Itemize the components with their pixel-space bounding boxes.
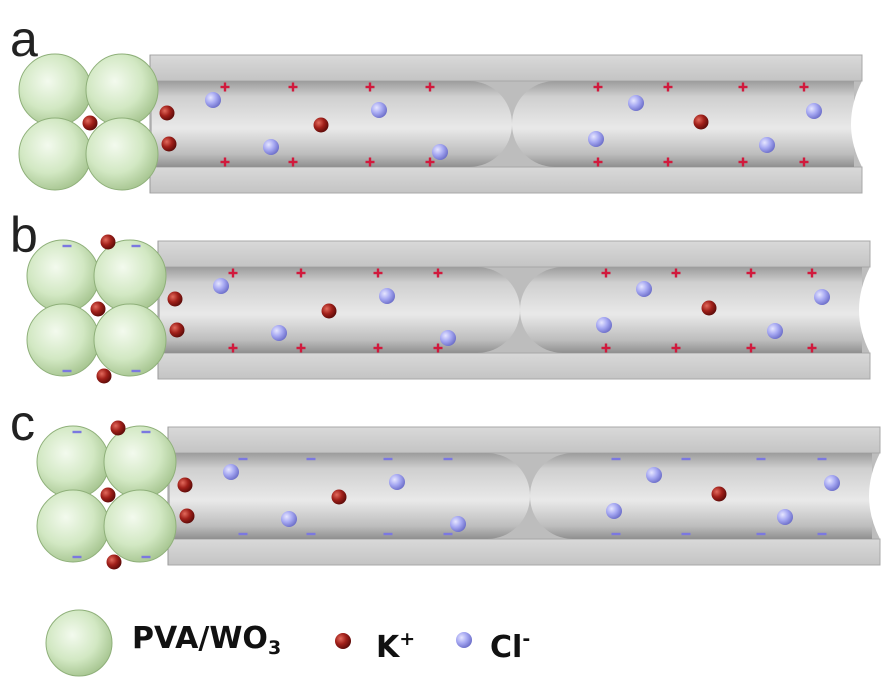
pva-wo3-particle (26, 303, 100, 377)
channel-top-wall (149, 54, 863, 82)
k-ion (110, 420, 126, 436)
legend-cation-label: K+ (376, 628, 416, 665)
pva-wo3-particle (36, 425, 110, 499)
cl-ion (223, 464, 239, 480)
cl-ion (440, 330, 456, 346)
cl-ion (824, 475, 840, 491)
channel-top-wall (157, 240, 871, 268)
cl-ion (628, 95, 644, 111)
cl-ion (606, 503, 622, 519)
legend-particle-label: PVA/WO3 (132, 621, 282, 660)
cl-ion (636, 281, 652, 297)
k-ion (169, 322, 185, 338)
channel-bore-left (170, 453, 530, 539)
cl-ion (759, 137, 775, 153)
legend-anion-superscript: - (522, 628, 531, 650)
panel-label-c: c (10, 395, 35, 451)
panel-c (36, 420, 881, 570)
legend-cation-swatch (335, 633, 351, 649)
channel-end-opening (859, 267, 870, 353)
panel-a (18, 53, 863, 194)
cl-ion (263, 139, 279, 155)
cl-ion (213, 278, 229, 294)
k-ion (161, 136, 177, 152)
k-ion (167, 291, 183, 307)
cl-ion (432, 144, 448, 160)
cl-ion (281, 511, 297, 527)
panel-label-b: b (10, 207, 38, 263)
pva-wo3-particle (85, 53, 159, 127)
k-ion (701, 300, 717, 316)
cl-ion (767, 323, 783, 339)
channel-bore-right (520, 267, 862, 353)
legend-anion-swatch (456, 632, 472, 648)
k-ion (693, 114, 709, 130)
legend-anion-label: Cl- (490, 628, 531, 665)
pva-wo3-particle (85, 117, 159, 191)
cl-ion (588, 131, 604, 147)
pva-wo3-particle (93, 303, 167, 377)
k-ion (159, 105, 175, 121)
pva-wo3-particle (36, 489, 110, 563)
k-ion (313, 117, 329, 133)
k-ion (100, 234, 116, 250)
k-ion (82, 115, 98, 131)
k-ion (96, 368, 112, 384)
channel-bore-right (530, 453, 872, 539)
cl-ion (371, 102, 387, 118)
cl-ion (205, 92, 221, 108)
k-ion (331, 489, 347, 505)
legend-cation-superscript: + (399, 628, 416, 650)
cl-ion (806, 103, 822, 119)
cl-ion (379, 288, 395, 304)
channel-bore-left (152, 81, 512, 167)
pva-wo3-particle (103, 425, 177, 499)
legend-particle-subscript: 3 (267, 637, 282, 659)
panel-label-a: a (10, 11, 38, 67)
cl-ion (596, 317, 612, 333)
cl-ion (777, 509, 793, 525)
channel-end-opening (869, 453, 880, 539)
cl-ion (814, 289, 830, 305)
cl-ion (389, 474, 405, 490)
k-ion (179, 508, 195, 524)
channel-bottom-wall (157, 352, 871, 380)
legend-particle-swatch (45, 609, 113, 677)
pva-wo3-particle (103, 489, 177, 563)
panel-b (26, 234, 871, 384)
k-ion (100, 487, 116, 503)
k-ion (711, 486, 727, 502)
cl-ion (450, 516, 466, 532)
channel-end-opening (851, 81, 862, 167)
k-ion (106, 554, 122, 570)
channel-top-wall (167, 426, 881, 454)
channel-bore-right (512, 81, 854, 167)
k-ion (177, 477, 193, 493)
k-ion (90, 301, 106, 317)
channel-bottom-wall (167, 538, 881, 566)
channel-bore-left (160, 267, 520, 353)
cl-ion (646, 467, 662, 483)
pva-wo3-particle (18, 117, 92, 191)
channel-bottom-wall (149, 166, 863, 194)
pva-wo3-particle (93, 239, 167, 313)
k-ion (321, 303, 337, 319)
cl-ion (271, 325, 287, 341)
